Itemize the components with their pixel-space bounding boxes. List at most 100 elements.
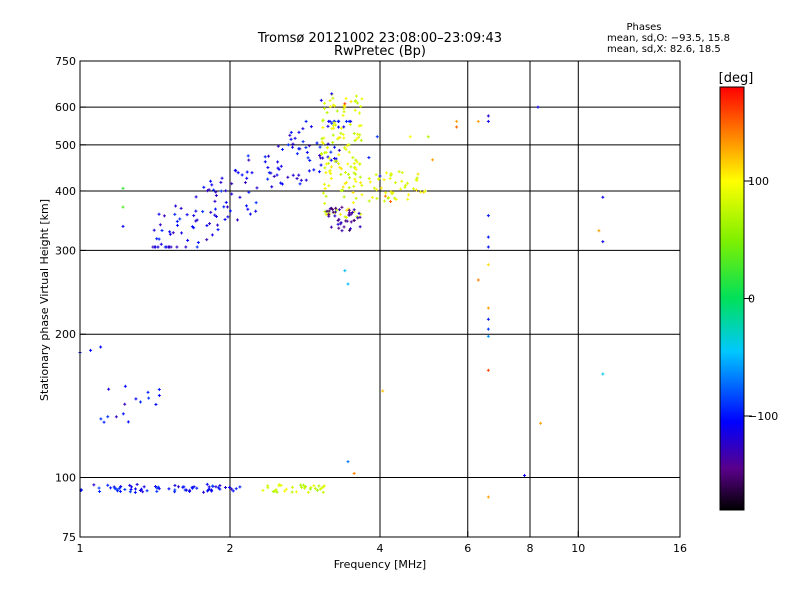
data-point	[286, 175, 290, 179]
data-point	[336, 136, 340, 140]
data-point	[356, 216, 360, 220]
data-point	[358, 175, 362, 179]
data-point	[319, 163, 323, 167]
data-point	[486, 119, 490, 123]
data-point	[351, 201, 355, 205]
data-point	[303, 486, 307, 490]
data-point	[279, 483, 283, 487]
data-point	[339, 172, 343, 176]
data-point	[329, 177, 333, 181]
data-point	[339, 189, 343, 193]
chart-title: Tromsø 20121002 23:08:00–23:09:43	[257, 31, 502, 46]
data-point	[295, 177, 299, 181]
data-point	[337, 153, 341, 157]
data-point	[339, 167, 343, 171]
data-point	[382, 178, 386, 182]
data-point	[340, 229, 344, 233]
y-tick-label: 200	[55, 328, 76, 341]
data-point	[601, 195, 605, 199]
data-point	[157, 387, 161, 391]
data-point	[175, 245, 179, 249]
data-point	[205, 482, 209, 486]
data-point	[331, 133, 335, 137]
data-point	[407, 193, 411, 197]
data-point	[486, 327, 490, 331]
data-point	[109, 486, 113, 490]
data-point	[368, 180, 372, 184]
data-point	[291, 173, 295, 177]
data-point	[376, 177, 380, 181]
data-point	[346, 162, 350, 166]
data-point	[288, 133, 292, 137]
data-point	[337, 125, 341, 129]
data-point	[224, 189, 228, 193]
data-point	[337, 226, 341, 230]
data-point	[342, 136, 346, 140]
data-point	[245, 170, 249, 174]
data-point	[220, 176, 224, 180]
data-point	[123, 384, 127, 388]
data-point	[98, 490, 102, 494]
data-point	[297, 147, 301, 151]
data-point	[367, 176, 371, 180]
data-point	[291, 145, 295, 149]
data-point	[345, 144, 349, 148]
data-point	[422, 190, 426, 194]
data-point	[328, 168, 332, 172]
data-point	[414, 178, 418, 182]
data-point	[333, 104, 337, 108]
data-point	[339, 221, 343, 225]
data-point	[272, 174, 276, 178]
data-point	[156, 485, 160, 489]
data-point	[347, 213, 351, 217]
data-point	[343, 171, 347, 175]
data-point	[182, 485, 186, 489]
data-point	[142, 485, 146, 489]
data-point	[194, 195, 198, 199]
data-point	[216, 228, 220, 232]
data-point	[335, 109, 339, 113]
data-point	[352, 162, 356, 166]
data-point	[455, 119, 459, 123]
data-point	[358, 162, 362, 166]
data-point	[337, 148, 341, 152]
data-point	[343, 269, 347, 273]
data-point	[339, 131, 343, 135]
data-point	[214, 215, 218, 219]
data-point	[207, 188, 211, 192]
data-point	[400, 171, 404, 175]
data-point	[322, 191, 326, 195]
data-point	[321, 126, 325, 130]
data-point	[119, 484, 123, 488]
data-point	[226, 215, 230, 219]
data-point	[155, 489, 159, 493]
colorbar	[719, 86, 745, 511]
data-point	[367, 199, 371, 203]
data-point	[206, 488, 210, 492]
data-point	[128, 490, 132, 494]
data-point	[107, 387, 111, 391]
data-point	[329, 158, 333, 162]
data-point	[349, 220, 353, 224]
data-point	[279, 164, 283, 168]
data-point	[326, 142, 330, 146]
data-point	[209, 210, 213, 214]
data-point	[343, 215, 347, 219]
data-point	[348, 227, 352, 231]
data-point	[359, 104, 363, 108]
data-point	[121, 412, 125, 416]
data-point	[360, 183, 364, 187]
data-point	[146, 390, 150, 394]
data-point	[234, 487, 238, 491]
data-point	[476, 278, 480, 282]
data-point	[354, 94, 358, 98]
data-point	[179, 206, 183, 210]
data-point	[168, 245, 172, 249]
data-point	[321, 118, 325, 122]
data-point	[329, 150, 333, 154]
data-point	[118, 489, 122, 493]
data-point	[343, 146, 347, 150]
data-point	[202, 185, 206, 189]
